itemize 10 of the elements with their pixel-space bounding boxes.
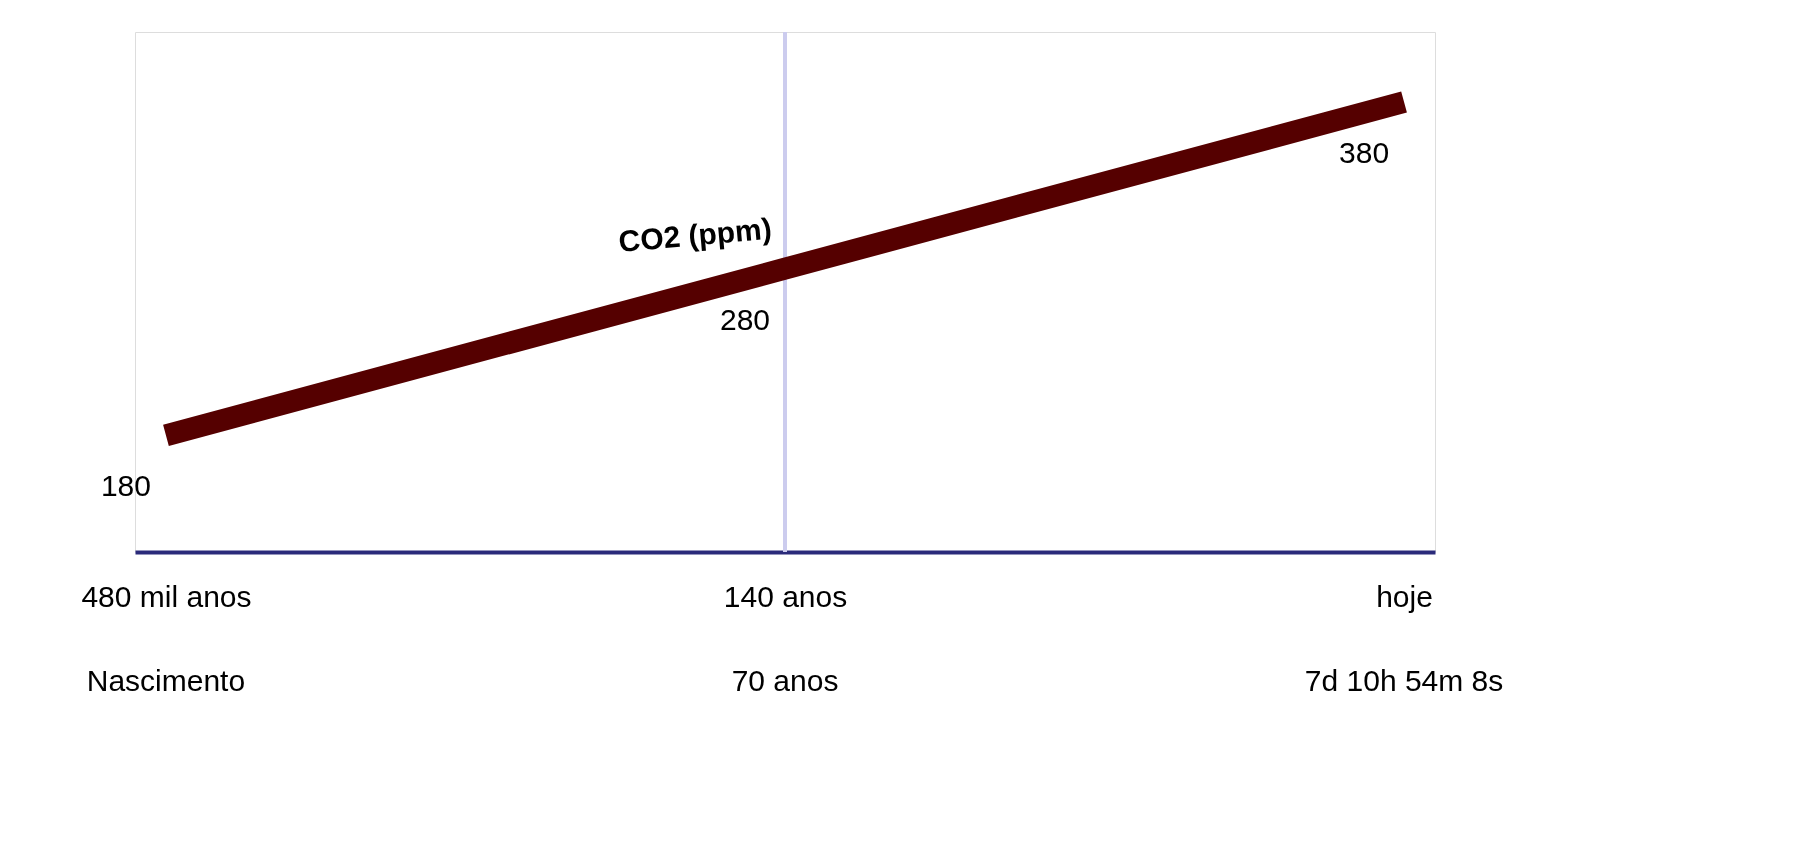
x-tick-label: 140 anos xyxy=(723,579,848,613)
text: Nascimento xyxy=(86,664,246,697)
text: 70 anos xyxy=(731,664,839,697)
x-tick-label: hoje xyxy=(1376,579,1433,613)
data-label: 280 xyxy=(719,302,771,336)
data-label: 180 xyxy=(100,469,151,503)
x-tick-label: 480 mil anos xyxy=(81,579,252,613)
series-label: CO2 (ppm) xyxy=(617,211,773,258)
text: 7d 10h 54m 8s xyxy=(1304,664,1504,697)
data-label: 380 xyxy=(1339,136,1390,169)
